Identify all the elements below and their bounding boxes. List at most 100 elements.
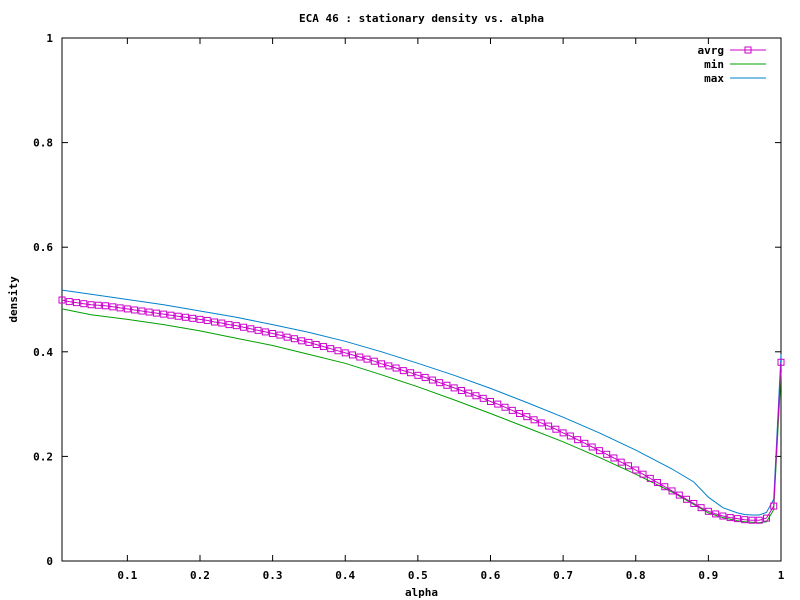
data-point-avrg (617, 458, 625, 466)
data-point-avrg (566, 432, 574, 440)
data-point-avrg (356, 353, 364, 361)
data-point-avrg (102, 302, 110, 310)
x-tick-label: 0.3 (263, 569, 283, 582)
data-point-avrg (450, 384, 458, 392)
data-point-avrg (349, 351, 357, 359)
data-point-avrg (726, 514, 734, 522)
data-point-avrg (516, 410, 524, 418)
data-point-avrg (378, 360, 386, 368)
data-point-avrg (704, 507, 712, 515)
data-point-avrg (385, 362, 393, 370)
data-point-avrg (399, 367, 407, 375)
data-point-avrg (632, 466, 640, 474)
data-point-avrg (559, 429, 567, 437)
data-point-avrg (741, 516, 749, 524)
data-point-avrg (639, 470, 647, 478)
data-point-avrg (203, 316, 211, 324)
data-point-avrg (87, 301, 95, 309)
data-point-avrg (595, 447, 603, 455)
data-point-avrg (181, 313, 189, 321)
data-point-avrg (472, 392, 480, 400)
x-tick-label: 1 (778, 569, 785, 582)
data-point-avrg (654, 479, 662, 487)
x-tick-label: 0.5 (408, 569, 428, 582)
data-point-avrg (392, 364, 400, 372)
data-point-avrg (574, 436, 582, 444)
x-axis: 0.1 0.2 0.3 0.4 0.5 0.6 0.7 0.8 0.9 1 (117, 38, 785, 582)
data-point-avrg (690, 499, 698, 507)
data-point-avrg (603, 450, 611, 458)
data-point-avrg (552, 425, 560, 433)
data-point-avrg (770, 502, 778, 510)
data-point-avrg (443, 381, 451, 389)
plot-frame (61, 37, 782, 562)
data-point-avrg (290, 335, 298, 343)
data-point-avrg (407, 369, 415, 377)
y-tick-label: 0 (46, 555, 53, 568)
data-point-avrg (261, 328, 269, 336)
y-tick-label: 0.8 (33, 137, 53, 150)
x-tick-label: 0.6 (481, 569, 501, 582)
series-line-max (61, 289, 782, 516)
data-point-avrg (225, 321, 233, 329)
data-point-avrg (588, 443, 596, 451)
y-axis-label: density (7, 276, 20, 323)
x-tick-label: 0.1 (117, 569, 137, 582)
data-point-avrg (174, 312, 182, 320)
data-point-avrg (196, 315, 204, 323)
legend-marker-avrg (744, 46, 752, 54)
data-point-avrg (58, 296, 66, 304)
data-point-avrg (305, 338, 313, 346)
data-point-avrg (712, 510, 720, 518)
data-point-avrg (777, 358, 785, 366)
data-point-avrg (65, 298, 73, 306)
data-point-avrg (312, 340, 320, 348)
data-point-avrg (661, 483, 669, 491)
data-point-avrg (145, 308, 153, 316)
data-point-avrg (668, 487, 676, 495)
data-point-avrg (254, 326, 262, 334)
series-layer (58, 289, 785, 524)
data-point-avrg (131, 306, 139, 314)
data-point-avrg (363, 355, 371, 363)
data-point-avrg (421, 373, 429, 381)
data-point-avrg (211, 318, 219, 326)
data-point-avrg (341, 349, 349, 357)
data-point-avrg (545, 422, 553, 430)
data-point-avrg (537, 419, 545, 427)
y-tick-label: 0.6 (33, 241, 53, 254)
data-point-avrg (276, 331, 284, 339)
data-point-avrg (94, 301, 102, 309)
data-point-avrg (436, 379, 444, 387)
data-point-avrg (232, 322, 240, 330)
data-point-avrg (189, 314, 197, 322)
data-point-avrg (683, 495, 691, 503)
data-point-avrg (370, 357, 378, 365)
data-point-avrg (152, 309, 160, 317)
data-point-avrg (334, 347, 342, 355)
data-point-avrg (494, 400, 502, 408)
data-point-avrg (530, 416, 538, 424)
series-line-avrg (61, 299, 782, 521)
data-point-avrg (465, 389, 473, 397)
chart-title: ECA 46 : stationary density vs. alpha (299, 12, 544, 25)
data-point-avrg (428, 376, 436, 384)
data-point-avrg (762, 514, 770, 522)
data-point-avrg (697, 504, 705, 512)
x-tick-label: 0.8 (626, 569, 646, 582)
data-point-avrg (733, 515, 741, 523)
data-point-avrg (240, 323, 248, 331)
x-tick-label: 0.7 (553, 569, 573, 582)
data-point-avrg (116, 304, 124, 312)
data-point-avrg (247, 325, 255, 333)
data-point-avrg (269, 329, 277, 337)
data-point-avrg (755, 516, 763, 524)
data-point-avrg (218, 319, 226, 327)
data-point-avrg (123, 305, 131, 313)
data-point-avrg (319, 343, 327, 351)
data-point-avrg (414, 371, 422, 379)
y-axis: 0 0.2 0.4 0.6 0.8 1 (33, 32, 781, 568)
data-point-avrg (298, 337, 306, 345)
data-point-avrg (167, 311, 175, 319)
